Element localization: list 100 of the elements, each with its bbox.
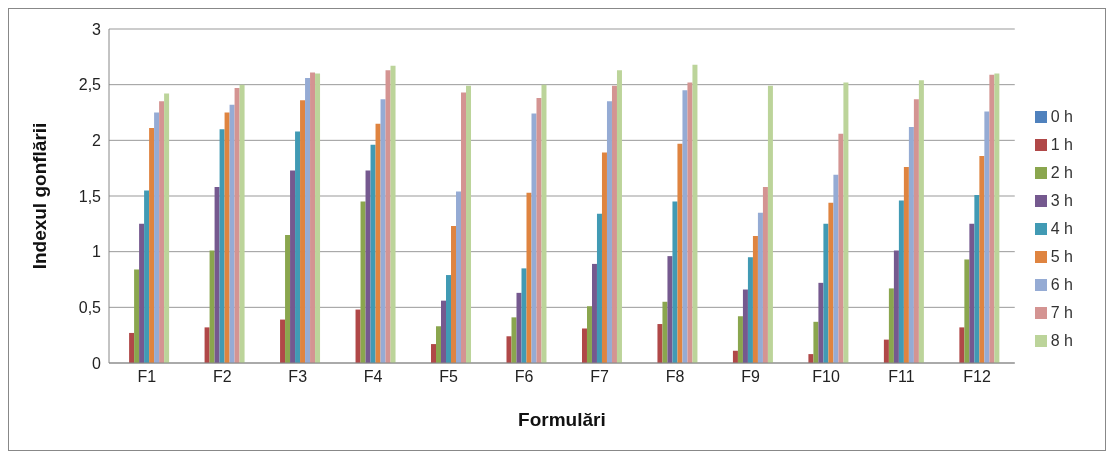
- y-axis-title: Indexul gonflării: [28, 122, 50, 270]
- bar: [838, 133, 844, 363]
- x-tick-label: F8: [665, 368, 685, 386]
- bar: [606, 101, 612, 363]
- bar: [370, 144, 376, 363]
- bar: [898, 200, 904, 363]
- bar: [310, 72, 316, 363]
- bar: [365, 170, 371, 363]
- bar: [144, 190, 150, 363]
- y-tick-label: 0,5: [78, 299, 102, 317]
- bar: [893, 250, 899, 363]
- bar: [601, 152, 607, 363]
- x-tick-label: F7: [590, 368, 610, 386]
- bar: [209, 250, 215, 363]
- bar: [989, 74, 995, 363]
- bar: [204, 327, 210, 363]
- bar: [436, 326, 442, 363]
- x-axis-title: Formulări: [518, 409, 606, 431]
- bar: [677, 143, 683, 363]
- x-tick-label: F2: [212, 368, 232, 386]
- bar: [234, 88, 240, 363]
- bar: [461, 92, 467, 363]
- bar: [888, 288, 894, 363]
- legend-label: 6 h: [1050, 275, 1073, 293]
- bar: [682, 90, 688, 363]
- bar: [129, 332, 135, 363]
- bar: [994, 73, 1000, 363]
- bar: [360, 201, 366, 363]
- bar: [219, 129, 225, 363]
- bar: [913, 99, 919, 363]
- legend-label: 7 h: [1050, 303, 1073, 321]
- bar: [451, 226, 457, 363]
- bar: [385, 70, 391, 363]
- legend-label: 2 h: [1050, 163, 1073, 181]
- bar: [295, 131, 301, 363]
- x-tick-label: F11: [888, 368, 915, 386]
- legend-label: 8 h: [1050, 331, 1073, 349]
- bar: [747, 257, 753, 363]
- bar: [611, 85, 617, 363]
- x-tick-label: F12: [963, 368, 991, 386]
- bar: [979, 155, 985, 363]
- bar: [229, 104, 235, 363]
- bar: [662, 301, 668, 363]
- bar: [300, 100, 306, 363]
- bar: [657, 324, 663, 363]
- bar: [843, 82, 849, 363]
- bar: [742, 289, 748, 363]
- bar: [818, 282, 824, 363]
- bar: [762, 187, 768, 363]
- bar: [616, 70, 622, 363]
- x-tick-label: F10: [812, 368, 840, 386]
- x-tick-label: F1: [137, 368, 157, 386]
- bar: [732, 350, 738, 363]
- y-tick-label: 0: [92, 354, 102, 372]
- bar: [516, 292, 522, 363]
- bar: [823, 223, 829, 363]
- bar: [280, 319, 286, 363]
- x-tick-label: F9: [741, 368, 761, 386]
- x-tick-label: F6: [514, 368, 534, 386]
- bar: [290, 170, 296, 363]
- bar: [918, 80, 924, 363]
- bar: [380, 99, 386, 363]
- bar: [159, 101, 165, 363]
- bar: [375, 123, 381, 363]
- bar: [752, 236, 758, 363]
- y-tick-label: 1,5: [78, 187, 102, 205]
- bar: [672, 201, 678, 363]
- bar: [908, 126, 914, 363]
- x-tick-label: F3: [288, 368, 308, 386]
- bar: [521, 268, 527, 363]
- bar: [305, 77, 311, 363]
- bar: [506, 336, 512, 363]
- bar: [531, 113, 537, 363]
- bar: [139, 223, 145, 363]
- bar: [285, 234, 291, 363]
- legend-label: 3 h: [1050, 191, 1073, 209]
- bar: [526, 192, 532, 363]
- bar: [164, 93, 170, 363]
- bar: [903, 167, 909, 363]
- bar: [446, 275, 452, 363]
- bar: [355, 309, 361, 363]
- x-tick-label: F4: [363, 368, 383, 386]
- legend-label: 1 h: [1050, 135, 1073, 153]
- bar: [541, 84, 547, 363]
- bar: [591, 263, 597, 363]
- bar: [767, 85, 773, 363]
- bar: [969, 223, 975, 363]
- bar: [596, 213, 602, 363]
- y-tick-label: 3: [92, 20, 102, 38]
- bar: [737, 316, 743, 363]
- bar: [214, 187, 220, 363]
- bar: [149, 128, 155, 363]
- bar: [974, 194, 980, 363]
- bar: [984, 111, 990, 363]
- bar: [466, 85, 472, 363]
- x-tick-label: F5: [439, 368, 459, 386]
- y-tick-label: 2,5: [78, 76, 102, 94]
- bar: [828, 202, 834, 363]
- legend-label: 5 h: [1050, 247, 1073, 265]
- legend-label: 4 h: [1050, 219, 1073, 237]
